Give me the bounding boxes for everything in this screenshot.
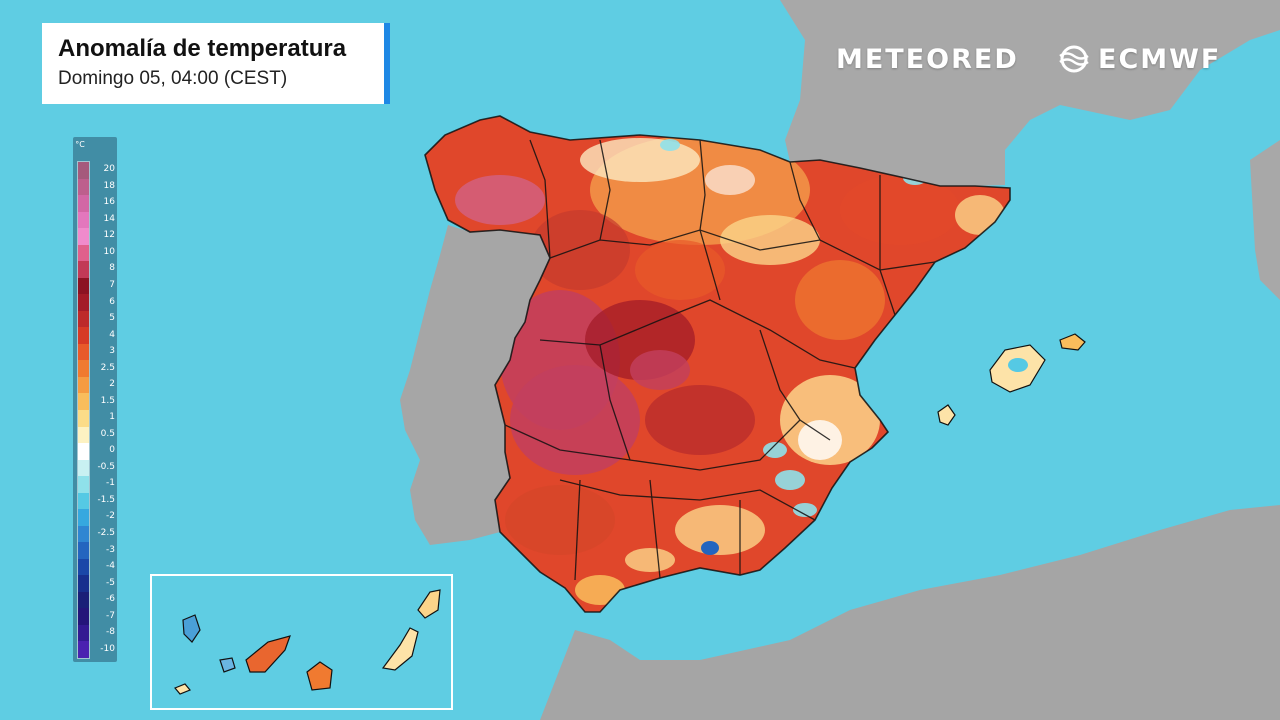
italy-land [1250, 140, 1280, 300]
legend-swatch [78, 476, 89, 494]
title-card: Anomalía de temperatura Domingo 05, 04:0… [42, 23, 390, 104]
legend-swatch [78, 327, 89, 345]
canary-islands [174, 589, 441, 695]
legend-swatch [78, 261, 89, 279]
legend-swatch [78, 525, 89, 543]
legend-swatch [78, 310, 89, 328]
legend-tick-label: 3 [109, 346, 115, 357]
legend-swatch [78, 558, 89, 576]
legend-swatch [78, 591, 89, 609]
legend-swatch [78, 443, 89, 461]
legend-swatch [78, 228, 89, 246]
ecmwf-logo-text: ECMWF [1098, 43, 1222, 75]
portugal-land [400, 225, 550, 545]
legend-swatch [78, 624, 89, 642]
legend-tick-label: 14 [103, 213, 115, 224]
legend-swatch [78, 343, 89, 361]
meteored-logo-text: METEORED [836, 43, 1019, 75]
meteored-logo: METEORED [836, 42, 1019, 76]
ecmwf-logo: ECMWF [1054, 42, 1221, 76]
legend-color-bar [77, 161, 90, 659]
legend-tick-label: 1 [109, 412, 115, 423]
legend-swatch [78, 178, 89, 196]
map-subtitle: Domingo 05, 04:00 (CEST) [58, 68, 288, 89]
legend-tick-label: -10 [100, 643, 115, 654]
legend-tick-label: -1 [106, 478, 115, 489]
legend-tick-label: 18 [103, 180, 115, 191]
legend-swatch [78, 608, 89, 626]
ecmwf-logo-icon [1059, 45, 1089, 73]
legend-swatch [78, 459, 89, 477]
legend-tick-label: 6 [109, 296, 115, 307]
legend-tick-label: -0.5 [97, 461, 115, 472]
background-land [400, 0, 1280, 720]
legend-tick-label: 16 [103, 197, 115, 208]
spain-anomaly [424, 115, 1011, 613]
legend-swatch [78, 492, 89, 510]
legend-tick-label: 0 [109, 445, 115, 456]
legend-tick-label: -2 [106, 511, 115, 522]
legend-swatch [78, 162, 89, 180]
legend-tick-label: 4 [109, 329, 115, 340]
legend-swatch [78, 211, 89, 229]
legend-tick-label: -4 [106, 561, 115, 572]
legend-tick-label: -3 [106, 544, 115, 555]
legend-unit: °C [75, 140, 85, 149]
canary-inset-frame [150, 574, 453, 710]
legend-tick-label: -7 [106, 610, 115, 621]
legend-swatch [78, 195, 89, 213]
legend-swatch [78, 426, 89, 444]
legend-swatch [78, 575, 89, 593]
legend-swatch [78, 410, 89, 428]
legend-tick-label: 2 [109, 379, 115, 390]
legend-tick-label: 1.5 [100, 395, 115, 406]
legend-swatch [78, 376, 89, 394]
france-land [780, 0, 1280, 186]
legend-tick-label: -2.5 [97, 528, 115, 538]
legend-swatch [78, 542, 89, 560]
legend-tick-label: 2.5 [100, 362, 115, 373]
legend-swatch [78, 509, 89, 527]
legend-tick-label: 10 [103, 246, 115, 257]
legend-tick-label: 8 [109, 263, 115, 274]
legend-tick-label: 7 [109, 280, 115, 290]
legend-swatch [78, 244, 89, 262]
africa-land [540, 505, 1280, 720]
legend-swatch [78, 393, 89, 411]
legend-tick-label: 5 [109, 313, 115, 324]
legend-tick-label: -6 [106, 594, 115, 605]
color-legend: °C 20 18 16 14 12 10 8 7 6 5 4 3 2.5 2 1.5 1 0.5 0 -0.5 -1 -… [73, 137, 117, 662]
balearic-islands [937, 333, 1086, 426]
legend-tick-label: -8 [106, 627, 115, 638]
legend-tick-label: -5 [106, 577, 115, 588]
legend-tick-label: 20 [103, 164, 115, 175]
legend-swatch [78, 360, 89, 378]
legend-tick-label: 0.5 [100, 428, 115, 439]
legend-swatch [78, 641, 89, 659]
legend-swatch [78, 277, 89, 295]
legend-tick-label: 12 [103, 230, 115, 241]
legend-swatch [78, 294, 89, 312]
legend-tick-label: -1.5 [97, 494, 115, 505]
map-title: Anomalía de temperatura [58, 35, 347, 62]
